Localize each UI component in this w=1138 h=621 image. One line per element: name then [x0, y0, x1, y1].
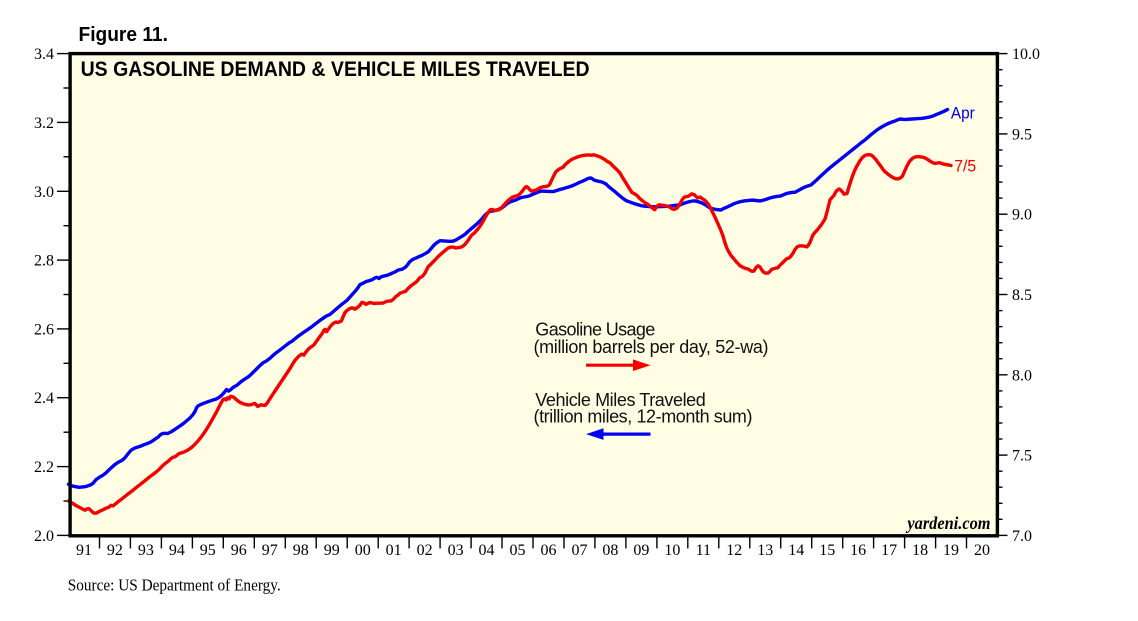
svg-text:05: 05 [510, 542, 526, 559]
svg-text:8.5: 8.5 [1012, 287, 1032, 304]
svg-text:3.2: 3.2 [34, 115, 54, 132]
svg-text:01: 01 [386, 542, 402, 559]
svg-text:13: 13 [757, 542, 773, 559]
svg-text:Source: US Department of Energ: Source: US Department of Energy. [68, 576, 281, 595]
svg-text:09: 09 [633, 542, 649, 559]
svg-text:07: 07 [572, 542, 588, 559]
svg-text:9.0: 9.0 [1012, 207, 1032, 224]
svg-text:15: 15 [819, 542, 835, 559]
svg-text:18: 18 [912, 542, 928, 559]
svg-text:20: 20 [974, 542, 990, 559]
svg-text:17: 17 [881, 542, 897, 559]
svg-text:yardeni.com: yardeni.com [906, 513, 991, 533]
svg-text:(trillion miles, 12-month sum): (trillion miles, 12-month sum) [534, 407, 753, 427]
svg-text:96: 96 [231, 542, 247, 559]
svg-text:97: 97 [262, 542, 278, 559]
svg-text:16: 16 [850, 542, 866, 559]
svg-text:10.0: 10.0 [1012, 46, 1040, 63]
svg-text:19: 19 [943, 542, 959, 559]
svg-text:3.0: 3.0 [34, 184, 54, 201]
svg-text:10: 10 [664, 542, 680, 559]
svg-text:7/5: 7/5 [954, 157, 976, 176]
svg-text:94: 94 [169, 542, 185, 559]
svg-text:7.5: 7.5 [1012, 448, 1032, 465]
svg-text:2.6: 2.6 [34, 321, 54, 338]
svg-text:2.2: 2.2 [34, 459, 54, 476]
svg-text:US GASOLINE DEMAND & VEHICLE M: US GASOLINE DEMAND & VEHICLE MILES TRAVE… [81, 57, 590, 81]
svg-text:06: 06 [541, 542, 557, 559]
svg-text:(million barrels per day, 52-w: (million barrels per day, 52-wa) [534, 337, 769, 357]
svg-text:08: 08 [602, 542, 618, 559]
svg-text:95: 95 [200, 542, 216, 559]
svg-text:7.0: 7.0 [1012, 528, 1032, 545]
svg-text:2.4: 2.4 [34, 390, 54, 407]
svg-text:91: 91 [76, 542, 92, 559]
svg-text:9.5: 9.5 [1012, 126, 1032, 143]
svg-text:Figure 11.: Figure 11. [79, 24, 168, 46]
svg-text:93: 93 [138, 542, 154, 559]
svg-text:2.0: 2.0 [34, 528, 54, 545]
svg-text:02: 02 [417, 542, 433, 559]
svg-text:14: 14 [788, 542, 804, 559]
svg-text:92: 92 [107, 542, 123, 559]
svg-text:2.8: 2.8 [34, 253, 54, 270]
svg-text:Apr: Apr [951, 104, 975, 123]
svg-text:3.4: 3.4 [34, 46, 54, 63]
svg-text:99: 99 [324, 542, 340, 559]
svg-text:03: 03 [448, 542, 464, 559]
svg-text:11: 11 [696, 542, 711, 559]
svg-text:Gasoline Usage: Gasoline Usage [535, 320, 655, 340]
svg-text:8.0: 8.0 [1012, 367, 1032, 384]
svg-text:12: 12 [726, 542, 742, 559]
svg-text:Vehicle Miles Traveled: Vehicle Miles Traveled [535, 390, 706, 410]
svg-text:04: 04 [479, 542, 495, 559]
svg-text:98: 98 [293, 542, 309, 559]
svg-text:00: 00 [355, 542, 371, 559]
